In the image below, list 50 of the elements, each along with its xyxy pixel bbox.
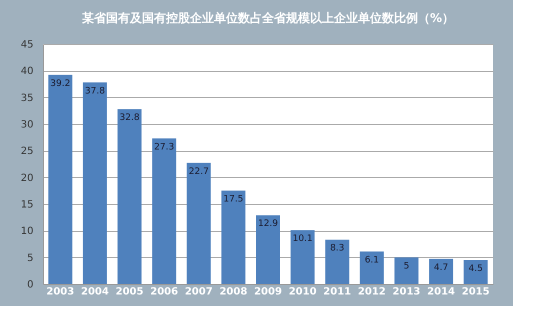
x-tick-label: 2014 [427,286,456,298]
bar [290,230,315,284]
bar [429,258,454,284]
bar [360,251,384,284]
y-tick-label: 10 [20,226,34,238]
data-label: 4.7 [434,262,448,273]
y-tick-label: 45 [20,40,34,50]
data-label: 10.1 [292,234,313,244]
y-tick-label: 15 [20,200,34,210]
x-tick-label: 2011 [323,286,352,298]
data-label: 39.2 [50,78,70,89]
bar [221,190,246,284]
x-tick-label: 2007 [184,286,213,298]
y-tick-label: 30 [20,120,34,130]
data-label: 27.3 [154,142,174,152]
data-label: 5 [404,261,410,272]
data-label: 4.5 [468,264,483,274]
data-label: 12.9 [258,219,278,230]
x-tick-label: 2004 [81,286,109,298]
bar [394,257,418,284]
bar [152,138,176,284]
x-tick-label: 2009 [254,286,282,298]
x-tick-label: 2008 [219,286,248,298]
bar [82,82,107,284]
x-tick-label: 2005 [116,286,144,298]
x-tick-label: 2013 [392,286,420,298]
bar [464,260,488,284]
y-tick-label: 25 [20,146,34,158]
y-tick-label: 0 [27,280,34,290]
y-tick-label: 40 [20,66,34,78]
y-tick-label: 20 [20,172,34,184]
x-tick-label: 2006 [150,286,178,298]
bar [325,240,350,284]
x-tick-label: 2010 [288,286,317,298]
data-label: 6.1 [364,255,380,266]
data-label: 8.3 [330,244,344,254]
y-tick-label: 35 [20,92,34,104]
chart-title: 某省国有及国有控股企业单位数占全省规模以上企业单位数比例（%） [80,11,454,25]
data-label: 37.8 [84,86,106,96]
data-label: 32.8 [120,113,140,124]
x-tick-label: 2015 [462,286,490,298]
y-tick-label: 5 [27,252,34,264]
x-tick-label: 2012 [358,286,386,298]
data-label: 17.5 [223,194,244,205]
bar [118,109,142,284]
data-label: 22.7 [188,166,209,177]
bar [48,74,72,284]
bar [256,215,280,284]
x-tick-label: 2003 [46,286,74,298]
bar [186,162,211,284]
